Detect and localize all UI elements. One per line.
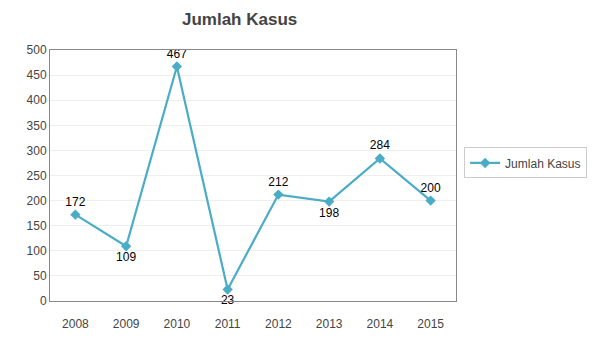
svg-text:200: 200: [27, 194, 47, 208]
svg-text:2015: 2015: [417, 317, 444, 331]
svg-text:Jumlah Kasus: Jumlah Kasus: [505, 157, 580, 171]
svg-text:300: 300: [27, 144, 47, 158]
svg-text:172: 172: [65, 195, 85, 209]
svg-text:198: 198: [319, 206, 339, 220]
svg-text:467: 467: [167, 47, 187, 61]
svg-text:109: 109: [116, 250, 136, 264]
svg-text:23: 23: [221, 293, 235, 307]
svg-text:0: 0: [40, 294, 47, 308]
svg-text:2011: 2011: [215, 317, 241, 331]
svg-text:2008: 2008: [62, 317, 89, 331]
svg-text:400: 400: [27, 93, 47, 107]
svg-text:200: 200: [421, 181, 441, 195]
svg-text:212: 212: [268, 175, 288, 189]
svg-text:2012: 2012: [265, 317, 292, 331]
svg-text:250: 250: [27, 169, 47, 183]
svg-text:Jumlah Kasus: Jumlah Kasus: [182, 10, 297, 29]
svg-text:100: 100: [27, 244, 47, 258]
svg-text:2014: 2014: [367, 317, 394, 331]
svg-text:150: 150: [27, 219, 47, 233]
svg-text:350: 350: [27, 119, 47, 133]
svg-text:284: 284: [370, 138, 390, 152]
svg-text:450: 450: [27, 68, 47, 82]
svg-text:50: 50: [33, 269, 47, 283]
svg-text:2010: 2010: [164, 317, 191, 331]
svg-text:2009: 2009: [113, 317, 140, 331]
svg-text:2013: 2013: [316, 317, 343, 331]
svg-text:500: 500: [27, 43, 47, 57]
